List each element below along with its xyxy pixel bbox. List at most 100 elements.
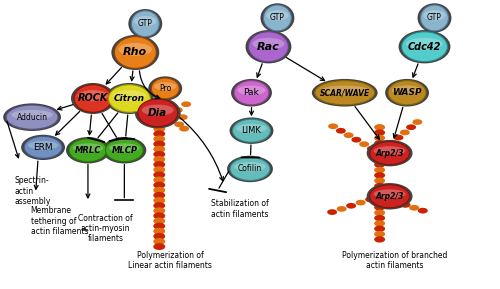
Circle shape: [154, 125, 165, 132]
Circle shape: [154, 233, 165, 240]
Circle shape: [154, 218, 165, 225]
Text: MRLC: MRLC: [75, 146, 101, 155]
Ellipse shape: [6, 105, 58, 129]
Ellipse shape: [78, 90, 108, 101]
Circle shape: [374, 135, 385, 141]
Ellipse shape: [366, 183, 412, 210]
Ellipse shape: [108, 85, 150, 112]
Text: Stabilization of
actin filaments: Stabilization of actin filaments: [211, 199, 269, 218]
Ellipse shape: [234, 81, 269, 105]
Ellipse shape: [114, 37, 156, 68]
Text: Cdc42: Cdc42: [408, 42, 441, 52]
Circle shape: [374, 210, 385, 216]
Text: Membrane
tethering of
actin filaments: Membrane tethering of actin filaments: [30, 206, 88, 236]
Text: Citron: Citron: [114, 94, 145, 103]
Ellipse shape: [106, 139, 144, 162]
Text: Polymerization of branched
actin filaments: Polymerization of branched actin filamen…: [342, 251, 448, 270]
Ellipse shape: [231, 79, 272, 107]
Circle shape: [174, 121, 184, 127]
Circle shape: [154, 238, 165, 245]
Circle shape: [406, 124, 416, 130]
Ellipse shape: [388, 81, 426, 105]
Ellipse shape: [236, 124, 266, 133]
Ellipse shape: [370, 142, 410, 165]
Circle shape: [374, 226, 385, 232]
Text: MLCP: MLCP: [112, 146, 138, 155]
Ellipse shape: [142, 105, 174, 116]
Ellipse shape: [370, 185, 410, 208]
Circle shape: [374, 177, 385, 184]
Ellipse shape: [28, 141, 58, 150]
Text: Pro: Pro: [159, 84, 172, 93]
Circle shape: [374, 140, 385, 147]
Ellipse shape: [374, 189, 406, 199]
Ellipse shape: [234, 162, 266, 171]
Circle shape: [154, 171, 165, 178]
Ellipse shape: [238, 86, 266, 95]
Ellipse shape: [266, 10, 288, 21]
Ellipse shape: [132, 11, 160, 37]
Circle shape: [374, 236, 385, 242]
Circle shape: [374, 215, 385, 221]
Ellipse shape: [69, 139, 107, 162]
Circle shape: [365, 197, 375, 202]
Text: Arp2/3: Arp2/3: [376, 192, 404, 201]
Text: Dia: Dia: [148, 108, 168, 118]
Circle shape: [418, 208, 428, 214]
Ellipse shape: [321, 86, 368, 95]
Ellipse shape: [385, 79, 429, 107]
Text: GTP: GTP: [138, 19, 152, 28]
Ellipse shape: [312, 79, 378, 107]
Circle shape: [154, 212, 165, 219]
Ellipse shape: [12, 110, 53, 120]
Ellipse shape: [264, 5, 291, 31]
Circle shape: [374, 193, 384, 199]
Ellipse shape: [3, 103, 61, 131]
Circle shape: [154, 223, 165, 229]
Ellipse shape: [148, 76, 182, 101]
Ellipse shape: [134, 16, 156, 26]
Circle shape: [374, 204, 385, 210]
Circle shape: [154, 151, 165, 158]
Circle shape: [154, 207, 165, 214]
Ellipse shape: [74, 85, 112, 112]
Text: SCAR/WAVE: SCAR/WAVE: [320, 88, 370, 97]
Circle shape: [374, 167, 385, 173]
Ellipse shape: [71, 83, 115, 114]
Circle shape: [154, 243, 165, 250]
Circle shape: [374, 162, 385, 168]
Circle shape: [387, 140, 397, 146]
Ellipse shape: [118, 43, 152, 55]
Circle shape: [394, 135, 404, 140]
Ellipse shape: [112, 35, 160, 70]
Ellipse shape: [66, 137, 110, 164]
Ellipse shape: [135, 97, 180, 128]
Circle shape: [172, 107, 182, 113]
Ellipse shape: [424, 10, 446, 21]
Ellipse shape: [366, 140, 412, 166]
Circle shape: [336, 128, 346, 134]
Ellipse shape: [232, 119, 270, 142]
Ellipse shape: [138, 99, 177, 127]
Circle shape: [409, 205, 419, 211]
Circle shape: [154, 202, 165, 209]
Circle shape: [327, 209, 337, 215]
Circle shape: [374, 172, 385, 179]
Circle shape: [154, 192, 165, 199]
Text: Rho: Rho: [124, 47, 148, 58]
Circle shape: [154, 181, 165, 188]
Circle shape: [181, 101, 191, 107]
Circle shape: [154, 228, 165, 235]
Ellipse shape: [112, 90, 146, 101]
Ellipse shape: [420, 5, 448, 31]
Circle shape: [400, 202, 410, 208]
Circle shape: [374, 145, 385, 152]
Ellipse shape: [402, 32, 448, 62]
Circle shape: [154, 136, 165, 142]
Text: Polymerization of
Linear actin filaments: Polymerization of Linear actin filaments: [128, 251, 212, 270]
Circle shape: [356, 200, 366, 205]
Ellipse shape: [106, 83, 154, 114]
Ellipse shape: [248, 32, 288, 62]
Ellipse shape: [102, 137, 146, 164]
Text: Cofilin: Cofilin: [238, 164, 262, 173]
